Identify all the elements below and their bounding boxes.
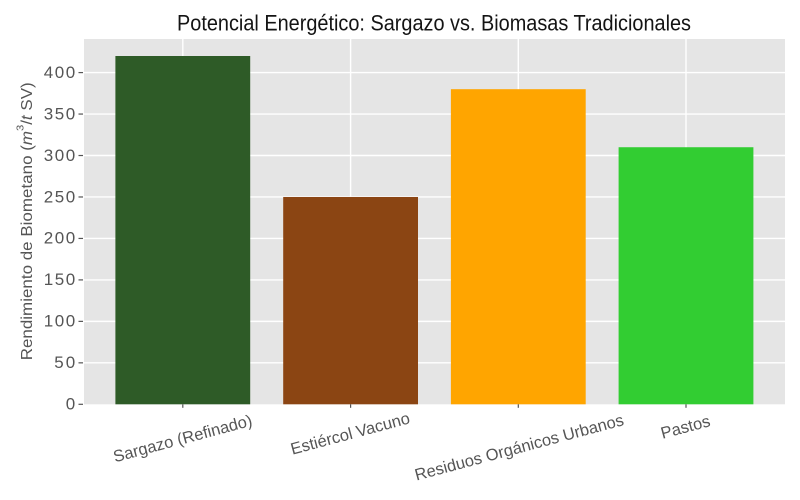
- svg-text:350: 350: [44, 104, 76, 123]
- svg-text:250: 250: [44, 187, 76, 206]
- svg-text:150: 150: [44, 270, 76, 289]
- svg-text:300: 300: [44, 146, 76, 165]
- svg-text:Rendimiento de Biometano (m3/t: Rendimiento de Biometano (m3/t SV): [15, 82, 37, 360]
- svg-text:0: 0: [66, 395, 75, 414]
- svg-text:200: 200: [44, 229, 76, 248]
- svg-text:100: 100: [44, 312, 76, 331]
- svg-text:Potencial Energético: Sargazo: Potencial Energético: Sargazo vs. Biomas…: [177, 10, 691, 35]
- svg-text:400: 400: [44, 63, 76, 82]
